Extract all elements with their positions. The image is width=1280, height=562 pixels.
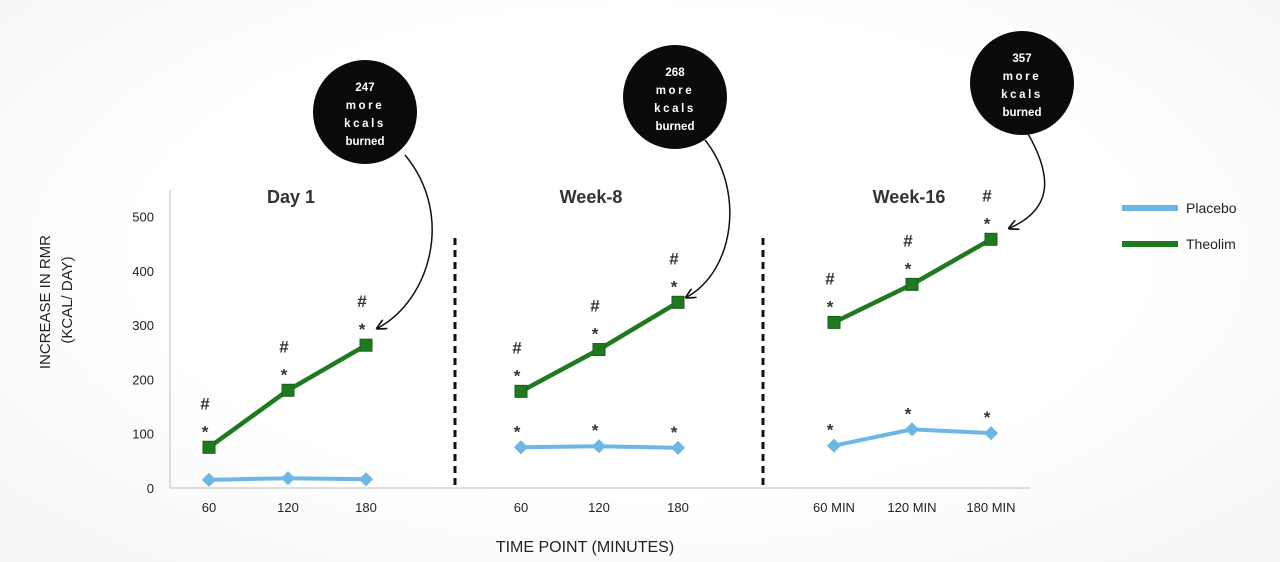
callout-text: more bbox=[1003, 71, 1042, 83]
panel-2: Week-8 60 120 180 * * * * # * # * #268 more kcals burne… bbox=[512, 45, 731, 515]
significance-mark: # bbox=[200, 394, 210, 413]
y-axis-title: INCREASE IN RMR (KCAL/ DAY) bbox=[37, 231, 76, 369]
significance-mark: # bbox=[512, 338, 522, 357]
callout-text: kcals bbox=[1001, 89, 1043, 101]
callout-bubble bbox=[313, 60, 417, 164]
data-point-theolim bbox=[592, 343, 606, 357]
callout-text: more bbox=[346, 100, 385, 112]
data-point-placebo bbox=[904, 422, 920, 437]
callout-text: kcals bbox=[654, 103, 696, 115]
callout-arrow bbox=[687, 139, 731, 297]
x-tick-label: 60 bbox=[202, 500, 216, 515]
significance-mark: # bbox=[669, 249, 679, 268]
data-point-theolim bbox=[984, 232, 998, 246]
y-tick-label: 0 bbox=[147, 481, 154, 496]
y-axis-title-line-1: INCREASE IN RMR bbox=[37, 235, 54, 369]
y-tick-label: 100 bbox=[132, 427, 154, 442]
significance-mark: * bbox=[202, 422, 209, 441]
data-point-theolim bbox=[281, 383, 295, 397]
x-tick-label: 120 bbox=[277, 500, 299, 515]
callout-bubble bbox=[623, 45, 727, 149]
data-point-theolim bbox=[671, 295, 685, 309]
legend-label-theolim: Theolim bbox=[1186, 236, 1236, 252]
callout-arrow bbox=[378, 154, 433, 328]
significance-mark: * bbox=[827, 297, 834, 316]
data-point-placebo bbox=[591, 439, 607, 454]
data-point-placebo bbox=[280, 471, 296, 486]
data-point-theolim bbox=[827, 315, 841, 329]
y-tick-label: 200 bbox=[132, 372, 154, 387]
significance-mark: * bbox=[514, 366, 521, 385]
callout-text: kcals bbox=[344, 118, 386, 130]
callout-text: burned bbox=[656, 121, 695, 133]
significance-mark: * bbox=[514, 422, 521, 441]
panel-title: Week-8 bbox=[560, 187, 623, 207]
significance-mark: # bbox=[825, 269, 835, 288]
data-point-theolim bbox=[514, 384, 528, 398]
callout-text: burned bbox=[346, 136, 385, 148]
significance-mark: * bbox=[827, 421, 834, 440]
callout-text: 357 bbox=[1012, 53, 1031, 65]
data-point-theolim bbox=[202, 440, 216, 454]
significance-mark: # bbox=[982, 186, 992, 205]
significance-mark: * bbox=[905, 259, 912, 278]
x-tick-label: 180 bbox=[355, 500, 377, 515]
callout-text: 268 bbox=[665, 67, 685, 79]
y-tick-label: 400 bbox=[132, 264, 154, 279]
panel-3: Week-16 60 MIN 120 MIN 180 MIN * * * * # * # * #357 m… bbox=[813, 31, 1074, 515]
x-tick-label: 180 bbox=[667, 500, 689, 515]
significance-mark: # bbox=[279, 337, 289, 356]
significance-mark: * bbox=[671, 423, 678, 442]
panel-1: Day 1 60 120 180 * # * # * #247 more kcals burned bbox=[200, 60, 433, 515]
significance-mark: * bbox=[984, 408, 991, 427]
x-tick-label: 60 bbox=[514, 500, 528, 515]
x-tick-label: 60 MIN bbox=[813, 500, 855, 515]
callout-text: 247 bbox=[355, 82, 374, 94]
significance-mark: * bbox=[592, 421, 599, 440]
y-tick-label: 300 bbox=[132, 318, 154, 333]
y-axis-title-line-2: (KCAL/ DAY) bbox=[59, 256, 76, 343]
data-point-placebo bbox=[513, 440, 529, 455]
callout-arrow bbox=[1010, 131, 1046, 228]
significance-mark: * bbox=[905, 404, 912, 423]
data-point-placebo bbox=[201, 472, 217, 487]
legend-label-placebo: Placebo bbox=[1186, 200, 1237, 216]
data-point-placebo bbox=[358, 472, 374, 487]
data-point-theolim bbox=[359, 338, 373, 352]
significance-mark: * bbox=[359, 320, 366, 339]
significance-mark: # bbox=[903, 231, 913, 250]
data-point-placebo bbox=[670, 440, 686, 455]
x-tick-label: 180 MIN bbox=[966, 500, 1015, 515]
panel-title: Day 1 bbox=[267, 187, 315, 207]
callout-text: more bbox=[656, 85, 695, 97]
y-tick-label: 500 bbox=[132, 210, 154, 225]
significance-mark: # bbox=[590, 297, 600, 316]
callout-bubble bbox=[970, 31, 1074, 135]
x-tick-label: 120 bbox=[588, 500, 610, 515]
data-point-placebo bbox=[983, 426, 999, 441]
data-point-theolim bbox=[905, 277, 919, 291]
data-point-placebo bbox=[826, 438, 842, 453]
significance-mark: * bbox=[984, 214, 991, 233]
x-tick-label: 120 MIN bbox=[887, 500, 936, 515]
callout-text: burned bbox=[1003, 107, 1042, 119]
significance-mark: * bbox=[281, 365, 288, 384]
panel-title: Week-16 bbox=[873, 187, 946, 207]
significance-mark: * bbox=[671, 277, 678, 296]
significance-mark: # bbox=[357, 292, 367, 311]
x-axis-title: TIME POINT (MINUTES) bbox=[496, 539, 674, 556]
significance-mark: * bbox=[592, 325, 599, 344]
